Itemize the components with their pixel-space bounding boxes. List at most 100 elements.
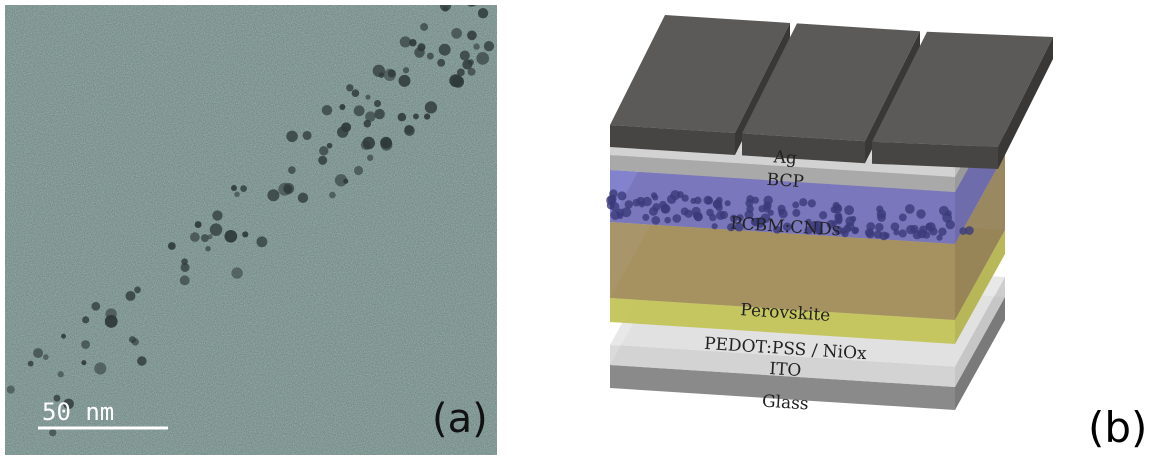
particle bbox=[61, 334, 66, 339]
particle bbox=[224, 230, 237, 243]
particle bbox=[267, 189, 279, 201]
nanodot bbox=[625, 200, 633, 208]
particle bbox=[352, 89, 360, 97]
particle bbox=[339, 104, 345, 110]
nanodot bbox=[763, 205, 771, 213]
nanodot bbox=[684, 210, 692, 218]
particle bbox=[327, 143, 333, 149]
particle bbox=[335, 174, 347, 186]
particle bbox=[288, 166, 296, 174]
particle bbox=[7, 386, 15, 394]
particle bbox=[234, 192, 240, 198]
nanodot bbox=[808, 199, 816, 207]
particle bbox=[476, 52, 489, 65]
nanodot bbox=[792, 201, 799, 208]
particle bbox=[28, 361, 34, 367]
particle bbox=[329, 192, 336, 199]
particle bbox=[437, 59, 445, 67]
particle bbox=[91, 302, 100, 311]
tem-image: 50 nm (a) bbox=[5, 0, 497, 455]
particle bbox=[210, 223, 222, 235]
particle bbox=[427, 53, 434, 60]
particle bbox=[242, 231, 248, 237]
nanodot bbox=[716, 204, 723, 211]
nanodot bbox=[923, 231, 931, 239]
scale-label: 50 nm bbox=[42, 398, 114, 426]
nanodot bbox=[792, 209, 800, 217]
nanodot bbox=[694, 197, 701, 204]
particle bbox=[478, 8, 488, 18]
particle bbox=[212, 210, 222, 220]
nanodot bbox=[694, 212, 703, 221]
particle bbox=[341, 122, 351, 132]
particle bbox=[94, 362, 106, 374]
particle bbox=[403, 67, 409, 73]
nanodot bbox=[906, 225, 915, 234]
nanodot bbox=[874, 230, 882, 238]
particle bbox=[354, 166, 363, 175]
nanodot bbox=[712, 223, 718, 229]
nanodot bbox=[899, 214, 907, 222]
particle bbox=[105, 308, 116, 319]
particle bbox=[81, 340, 90, 349]
particle bbox=[134, 287, 141, 294]
nanodot bbox=[705, 197, 713, 205]
nanodot bbox=[891, 222, 900, 231]
particle bbox=[82, 316, 89, 323]
nanodot bbox=[667, 195, 676, 204]
particle bbox=[125, 291, 135, 301]
particle bbox=[49, 429, 56, 436]
particle bbox=[180, 275, 190, 285]
nanodot bbox=[799, 198, 807, 206]
particle bbox=[379, 72, 385, 78]
particle bbox=[460, 50, 470, 60]
particle bbox=[473, 43, 479, 49]
nanodot bbox=[639, 201, 645, 207]
nanodot bbox=[672, 214, 681, 223]
layer-label: Ag bbox=[772, 147, 797, 168]
particle bbox=[442, 6, 448, 12]
particle bbox=[231, 267, 242, 278]
layer-label: ITO bbox=[769, 359, 802, 381]
nanodot bbox=[819, 211, 827, 219]
particle bbox=[33, 348, 43, 358]
nanodot bbox=[659, 201, 667, 209]
nanodot bbox=[883, 232, 889, 238]
nanodot bbox=[651, 216, 660, 225]
particle bbox=[457, 68, 465, 76]
nanodot bbox=[866, 230, 875, 239]
nanodot bbox=[716, 211, 725, 220]
nanodot bbox=[965, 226, 974, 235]
particle bbox=[439, 44, 451, 56]
particle bbox=[365, 95, 370, 100]
particle bbox=[181, 258, 188, 265]
particle bbox=[286, 131, 297, 142]
particle bbox=[137, 356, 147, 366]
nanodot bbox=[745, 199, 753, 207]
nanodot bbox=[936, 235, 942, 241]
nanodot bbox=[840, 228, 847, 235]
nanodot bbox=[876, 206, 883, 213]
nanodot bbox=[610, 210, 620, 220]
particle bbox=[195, 221, 202, 228]
nanodot bbox=[716, 197, 723, 204]
particle bbox=[256, 236, 267, 247]
particle bbox=[319, 146, 328, 155]
particle bbox=[322, 105, 332, 115]
particle bbox=[354, 105, 365, 116]
nanodot bbox=[706, 209, 714, 217]
particle bbox=[298, 193, 308, 203]
particle bbox=[278, 183, 291, 196]
nanodot bbox=[664, 217, 671, 224]
nanodot bbox=[875, 223, 883, 231]
particle bbox=[365, 111, 376, 122]
nanodot bbox=[916, 209, 925, 218]
particle bbox=[201, 234, 209, 242]
particle bbox=[384, 69, 396, 81]
particle bbox=[318, 156, 327, 165]
panel-label: (b) bbox=[1088, 403, 1147, 452]
figure: 50 nm (a) AgBCPPCBM:CNDsPerovskitePEDOT:… bbox=[0, 0, 1151, 457]
layer-label: Glass bbox=[761, 392, 809, 415]
particle bbox=[424, 113, 430, 119]
